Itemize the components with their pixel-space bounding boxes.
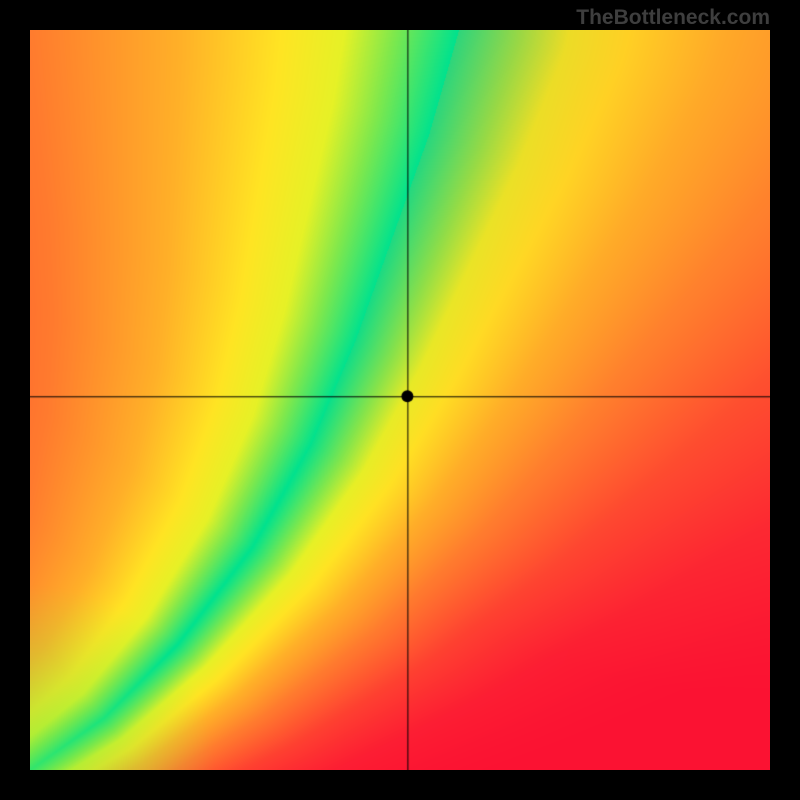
bottleneck-heatmap bbox=[30, 30, 770, 770]
chart-container: { "watermark": "TheBottleneck.com", "plo… bbox=[0, 0, 800, 800]
watermark-text: TheBottleneck.com bbox=[576, 6, 770, 30]
